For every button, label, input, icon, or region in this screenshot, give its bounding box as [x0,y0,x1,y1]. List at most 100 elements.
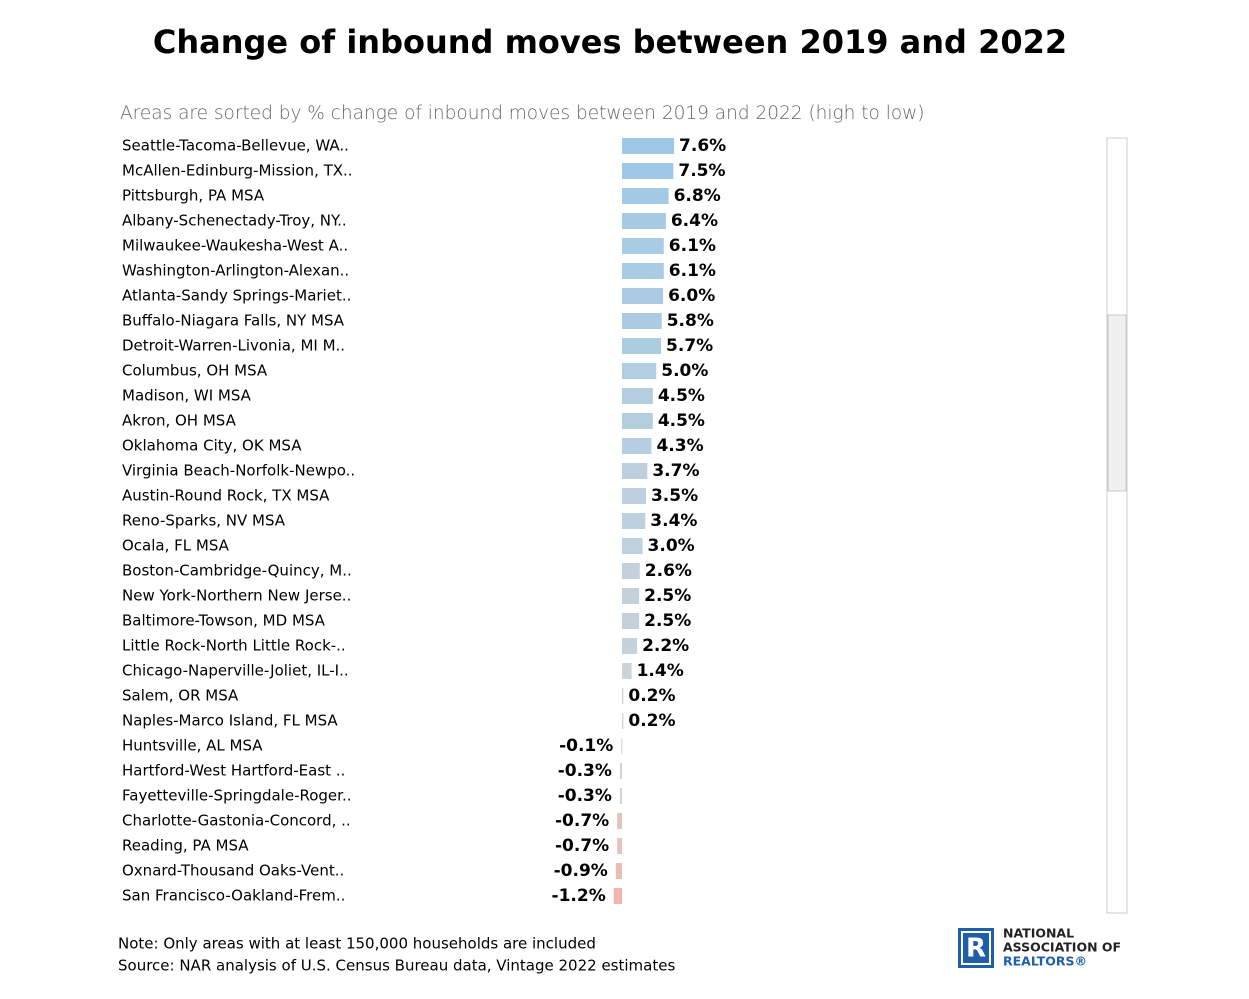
scrollbar-thumb[interactable] [1107,314,1127,492]
value-label: 2.5% [644,586,691,606]
category-label: Hartford-West Hartford-East .. [122,762,345,780]
bar [622,338,662,354]
category-label: Austin-Round Rock, TX MSA [122,487,330,505]
value-label: 6.8% [674,186,721,206]
bar [622,388,653,404]
value-label: 5.8% [667,311,714,331]
logo-letter: R [966,934,986,964]
value-label: 6.4% [671,211,718,231]
value-label: -0.3% [558,786,612,806]
category-label: Oxnard-Thousand Oaks-Vent.. [122,862,344,880]
category-label: Seattle-Tacoma-Bellevue, WA.. [122,137,349,155]
bar [622,638,638,654]
value-label: 4.5% [658,386,705,406]
category-label: Atlanta-Sandy Springs-Mariet.. [122,287,351,305]
bar [622,263,664,279]
category-label: Detroit-Warren-Livonia, MI M.. [122,337,345,355]
value-label: 6.1% [669,236,716,256]
category-label: Reading, PA MSA [122,837,249,855]
bar [619,788,622,804]
logo-text: REALTORS® [1003,954,1087,969]
value-label: 3.0% [648,536,695,556]
category-label: Baltimore-Towson, MD MSA [122,612,326,630]
bar [622,588,640,604]
bar [622,213,666,229]
bar [622,363,657,379]
category-label: Pittsburgh, PA MSA [122,187,265,205]
category-label: McAllen-Edinburg-Mission, TX.. [122,162,353,180]
category-label: San Francisco-Oakland-Frem.. [122,887,345,905]
chart-title: Change of inbound moves between 2019 and… [153,23,1067,61]
category-label: Boston-Cambridge-Quincy, M.. [122,562,352,580]
bar [622,138,675,154]
bar [622,688,624,704]
logo-frame [961,931,991,965]
value-label: 4.3% [656,436,703,456]
category-label: Salem, OR MSA [122,687,239,705]
value-label: 4.5% [658,411,705,431]
bar [617,813,622,829]
bar [622,563,640,579]
value-label: -1.2% [552,886,606,906]
category-label: Buffalo-Niagara Falls, NY MSA [122,312,345,330]
bar [619,763,622,779]
bar [613,888,622,904]
bar [622,238,664,254]
value-label: 7.5% [678,161,725,181]
bar [617,838,622,854]
category-label: Chicago-Naperville-Joliet, IL-I.. [122,662,349,680]
value-label: 5.7% [666,336,713,356]
chart-subtitle: Areas are sorted by % change of inbound … [120,103,925,124]
category-label: Oklahoma City, OK MSA [122,437,302,455]
logo-text: NATIONAL [1003,926,1074,941]
value-label: 2.5% [644,611,691,631]
category-label: Akron, OH MSA [122,412,237,430]
value-label: 0.2% [628,711,675,731]
value-label: 2.6% [645,561,692,581]
category-label: Virginia Beach-Norfolk-Newpo.. [122,462,355,480]
logo-box [958,928,994,968]
value-label: 2.2% [642,636,689,656]
source: Source: NAR analysis of U.S. Census Bure… [118,957,675,975]
bar [621,738,623,754]
value-label: 6.0% [668,286,715,306]
category-label: Huntsville, AL MSA [122,737,263,755]
plot-area: Seattle-Tacoma-Bellevue, WA.. 7.6% McAllen… [122,136,726,906]
bar [622,288,664,304]
category-label: New York-Northern New Jerse.. [122,587,351,605]
scrollbar[interactable] [1106,137,1128,914]
value-label: 1.4% [637,661,684,681]
bar [622,538,643,554]
bar [615,863,622,879]
bar [622,463,648,479]
logo: R NATIONAL ASSOCIATION OF REALTORS® [958,926,1121,969]
bar [622,438,652,454]
value-label: -0.7% [555,811,609,831]
bar [622,613,640,629]
value-label: 6.1% [669,261,716,281]
bar [622,713,624,729]
category-label: Ocala, FL MSA [122,537,230,555]
value-label: 3.7% [652,461,699,481]
value-label: -0.1% [559,736,613,756]
category-label: Fayetteville-Springdale-Roger.. [122,787,352,805]
bar [622,513,646,529]
value-label: 5.0% [661,361,708,381]
logo-text: ASSOCIATION OF [1003,940,1121,955]
value-label: 3.4% [650,511,697,531]
category-label: Reno-Sparks, NV MSA [122,512,286,530]
bar [622,413,653,429]
value-label: 3.5% [651,486,698,506]
category-label: Washington-Arlington-Alexan.. [122,262,349,280]
category-label: Milwaukee-Waukesha-West A.. [122,237,348,255]
value-label: -0.9% [554,861,608,881]
category-label: Charlotte-Gastonia-Concord, .. [122,812,351,830]
bar [622,488,646,504]
category-label: Madison, WI MSA [122,387,252,405]
category-label: Little Rock-North Little Rock-.. [122,637,346,655]
value-label: 7.6% [679,136,726,156]
category-label: Columbus, OH MSA [122,362,268,380]
bar [622,188,669,204]
